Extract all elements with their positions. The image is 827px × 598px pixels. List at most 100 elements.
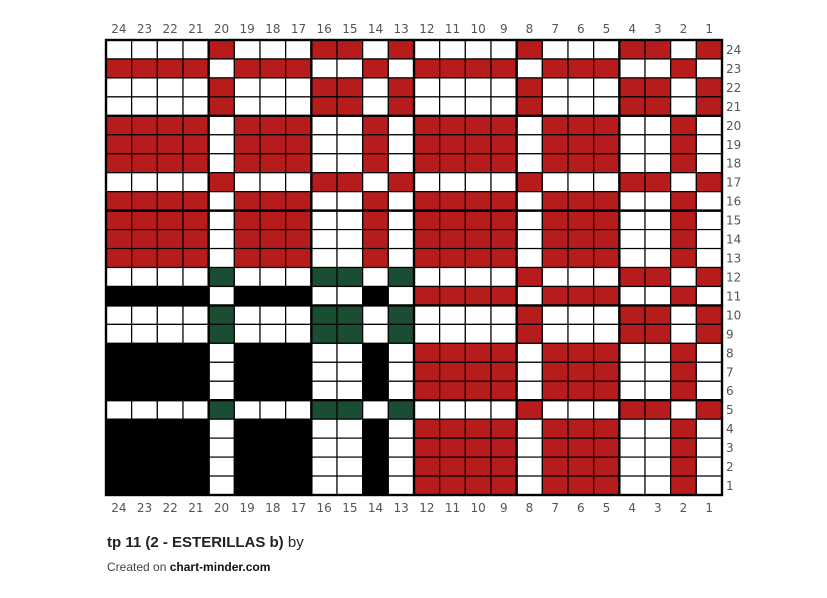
column-label-bottom: 4 bbox=[628, 501, 636, 515]
grid-cell bbox=[259, 172, 287, 193]
grid-cell bbox=[670, 191, 697, 212]
grid-cell bbox=[516, 39, 543, 60]
grid-cell bbox=[259, 153, 287, 174]
grid-cell bbox=[464, 96, 492, 117]
grid-cell bbox=[618, 58, 646, 79]
grid-cell bbox=[541, 304, 569, 325]
grid-cell bbox=[439, 153, 466, 174]
row-label: 14 bbox=[726, 233, 741, 247]
grid-cell bbox=[131, 475, 158, 496]
grid-cell bbox=[387, 456, 415, 477]
grid-cell bbox=[541, 228, 569, 250]
grid-cell bbox=[310, 96, 338, 117]
grid-cell bbox=[310, 134, 338, 155]
grid-cell bbox=[439, 266, 466, 288]
grid-cell bbox=[541, 96, 569, 117]
grid-cell bbox=[131, 418, 158, 439]
grid-cell bbox=[413, 228, 441, 250]
grid-cell bbox=[387, 361, 415, 382]
grid-cell bbox=[439, 96, 466, 117]
grid-cell bbox=[182, 172, 210, 193]
grid-cell bbox=[182, 228, 210, 250]
grid-cell bbox=[233, 380, 261, 401]
grid-cell bbox=[387, 247, 415, 269]
column-label-top: 8 bbox=[526, 22, 534, 36]
grid-cell bbox=[695, 361, 723, 382]
row-label: 8 bbox=[726, 346, 734, 360]
grid-cell bbox=[362, 77, 389, 98]
grid-cell bbox=[156, 266, 184, 288]
grid-cell bbox=[490, 172, 518, 193]
grid-cell bbox=[131, 399, 158, 420]
column-label-bottom: 8 bbox=[526, 501, 534, 515]
grid-cell bbox=[182, 399, 210, 420]
grid-cell bbox=[593, 456, 620, 477]
grid-cell bbox=[208, 361, 235, 382]
grid-cell bbox=[593, 39, 620, 60]
grid-cell bbox=[413, 418, 441, 439]
grid-cell bbox=[516, 285, 543, 307]
grid-cell bbox=[233, 304, 261, 325]
grid-cell bbox=[490, 228, 518, 250]
row-label: 15 bbox=[726, 214, 741, 228]
grid-cell bbox=[182, 96, 210, 117]
grid-cell bbox=[413, 96, 441, 117]
grid-cell bbox=[567, 266, 595, 288]
grid-cell bbox=[310, 39, 338, 60]
grid-cell bbox=[439, 323, 466, 344]
grid-cell bbox=[131, 247, 158, 269]
grid-cell bbox=[541, 456, 569, 477]
grid-cell bbox=[285, 134, 312, 155]
grid-cell bbox=[541, 191, 569, 212]
grid-cell bbox=[516, 323, 543, 344]
grid-cell bbox=[593, 323, 620, 344]
grid-cell bbox=[156, 191, 184, 212]
grid-cell bbox=[413, 39, 441, 60]
grid-cell bbox=[516, 399, 543, 420]
grid-cell bbox=[567, 134, 595, 155]
grid-cell bbox=[156, 456, 184, 477]
grid-cell bbox=[541, 380, 569, 401]
grid-cell bbox=[413, 361, 441, 382]
grid-cell bbox=[182, 323, 210, 344]
grid-cell bbox=[541, 58, 569, 79]
column-label-top: 9 bbox=[500, 22, 508, 36]
grid-cell bbox=[336, 58, 364, 79]
grid-cell bbox=[362, 153, 389, 174]
grid-cell bbox=[490, 266, 518, 288]
grid-cell bbox=[490, 115, 518, 136]
grid-cell bbox=[259, 475, 287, 496]
grid-cell bbox=[285, 247, 312, 269]
grid-cell bbox=[644, 342, 672, 363]
grid-cell bbox=[618, 323, 646, 344]
grid-cell bbox=[362, 247, 389, 269]
grid-cell bbox=[131, 172, 158, 193]
grid-cell bbox=[439, 210, 466, 231]
grid-cell bbox=[516, 342, 543, 363]
grid-cell bbox=[464, 399, 492, 420]
grid-cell bbox=[310, 304, 338, 325]
grid-cell bbox=[593, 437, 620, 458]
grid-cell bbox=[362, 285, 389, 307]
grid-cell bbox=[593, 191, 620, 212]
grid-cell bbox=[644, 210, 672, 231]
grid-cell bbox=[593, 228, 620, 250]
grid-cell bbox=[233, 39, 261, 60]
grid-cell bbox=[541, 172, 569, 193]
site-link[interactable]: chart-minder.com bbox=[169, 560, 271, 574]
grid-cell bbox=[182, 456, 210, 477]
grid-cell bbox=[490, 323, 518, 344]
grid-cell bbox=[285, 399, 312, 420]
grid-cell bbox=[182, 247, 210, 269]
grid-cell bbox=[131, 437, 158, 458]
grid-cell bbox=[413, 247, 441, 269]
grid-cell bbox=[105, 115, 133, 136]
grid-cell bbox=[567, 172, 595, 193]
grid-cell bbox=[259, 58, 287, 79]
grid-cell bbox=[567, 399, 595, 420]
grid-cell bbox=[285, 228, 312, 250]
grid-cell bbox=[464, 380, 492, 401]
grid-cell bbox=[310, 172, 338, 193]
grid-cell bbox=[285, 115, 312, 136]
grid-cell bbox=[541, 475, 569, 496]
